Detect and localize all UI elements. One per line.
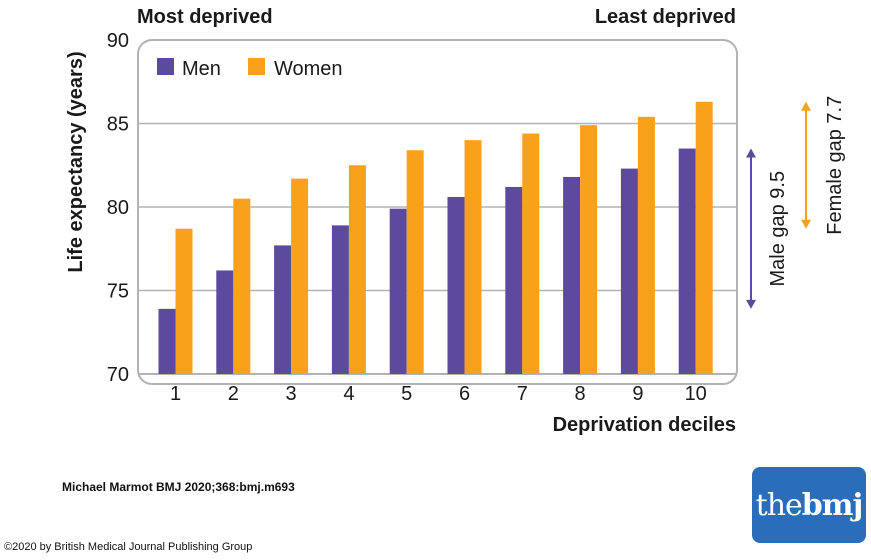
copyright-notice: ©2020 by British Medical Journal Publish… (4, 541, 253, 553)
citation: Michael Marmot BMJ 2020;368:bmj.m693 (62, 480, 295, 494)
y-tick-label: 90 (107, 30, 129, 52)
bar-men (158, 308, 176, 374)
bar-women (406, 150, 424, 374)
female-gap-arrowhead-bottom (801, 219, 811, 229)
bar-men (505, 186, 523, 374)
bar-men (678, 148, 696, 374)
bar-women (175, 228, 193, 374)
bar-women (637, 116, 655, 374)
female-gap-label: Female gap 7.7 (824, 96, 846, 235)
legend: Men Women (157, 58, 343, 80)
y-tick-labels: 70 75 80 85 90 (107, 30, 129, 386)
legend-label-men: Men (182, 58, 221, 80)
y-axis-label: Life expectancy (years) (65, 51, 87, 272)
bar-men (620, 168, 638, 374)
x-tick-label: 10 (685, 383, 707, 405)
y-tick-label: 80 (107, 197, 129, 219)
male-gap-label: Male gap 9.5 (767, 171, 789, 287)
x-tick-labels: 1 2 3 4 5 6 7 8 9 10 (170, 383, 707, 405)
x-tick-label: 6 (459, 383, 470, 405)
bar-women (695, 101, 713, 374)
legend-swatch-men (157, 58, 174, 75)
bar-women (348, 165, 366, 374)
bar-women (580, 125, 598, 374)
x-tick-label: 7 (517, 383, 528, 405)
bar-women (233, 198, 251, 374)
x-tick-label: 1 (170, 383, 181, 405)
x-tick-label: 4 (343, 383, 354, 405)
legend-swatch-women (248, 58, 265, 75)
plot-frame (137, 39, 738, 385)
logo-text-bmj: bmj (801, 487, 864, 523)
y-tick-label: 75 (107, 281, 129, 303)
bar-women (522, 133, 540, 374)
most-deprived-label: Most deprived (137, 6, 273, 28)
male-gap-annotation: Male gap 9.5 (746, 148, 789, 309)
y-tick-label: 70 (107, 364, 129, 386)
bar-men (389, 208, 407, 374)
bar-women (464, 140, 482, 374)
logo-text-the: the (755, 487, 803, 523)
bar-men (563, 176, 581, 374)
legend-label-women: Women (274, 58, 343, 80)
bar-men (216, 270, 234, 374)
bar-women (291, 178, 309, 374)
y-tick-label: 85 (107, 114, 129, 136)
x-tick-label: 5 (401, 383, 412, 405)
x-tick-label: 3 (286, 383, 297, 405)
female-gap-annotation: Female gap 7.7 (801, 96, 846, 235)
x-tick-label: 8 (575, 383, 586, 405)
bmj-logo: the bmj (752, 467, 866, 543)
x-tick-label: 9 (632, 383, 643, 405)
female-gap-arrowhead-top (801, 101, 811, 111)
least-deprived-label: Least deprived (594, 6, 736, 28)
bar-men (331, 225, 349, 374)
x-tick-label: 2 (228, 383, 239, 405)
bars (158, 101, 713, 374)
bar-men (274, 245, 292, 374)
male-gap-arrowhead-top (746, 148, 756, 158)
male-gap-arrowhead-bottom (746, 299, 756, 309)
x-axis-label: Deprivation deciles (553, 414, 736, 436)
bar-men (447, 196, 465, 374)
